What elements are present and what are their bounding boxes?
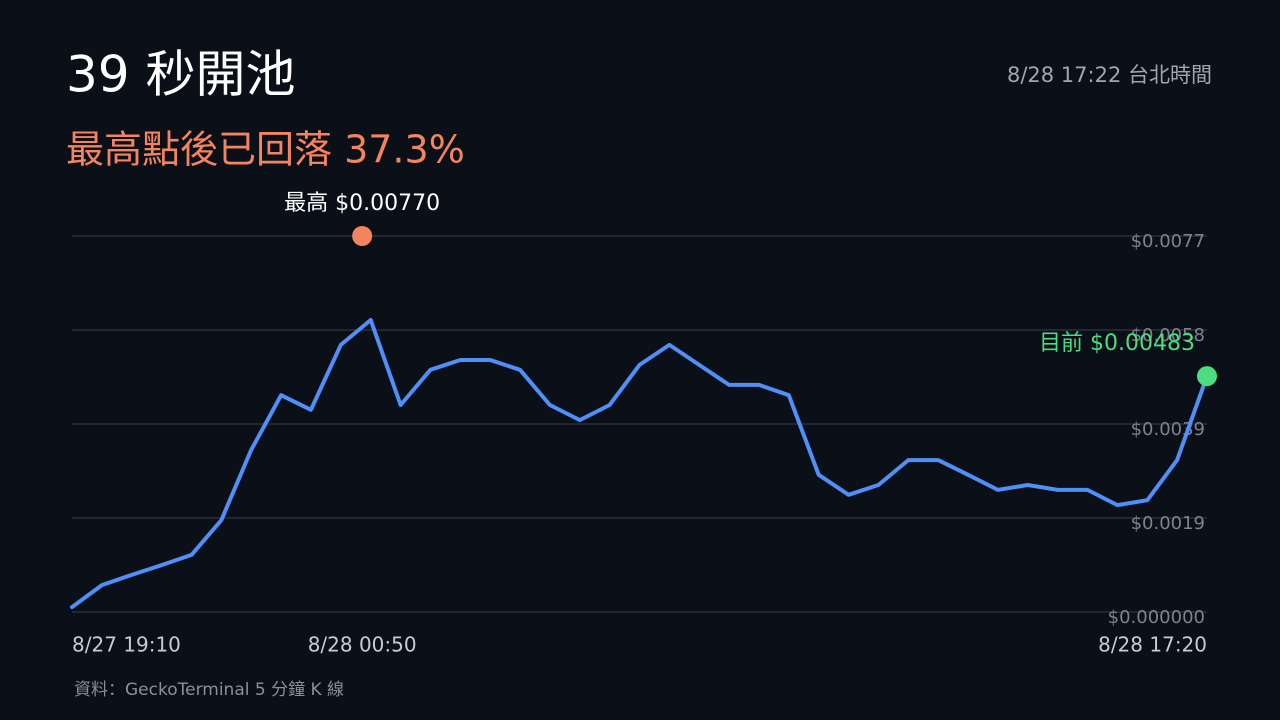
annotation-point bbox=[1197, 366, 1217, 387]
source-note: 資料：GeckoTerminal 5 分鐘 K 線 bbox=[74, 680, 344, 700]
y-tick-label: $0.0019 bbox=[1131, 513, 1205, 534]
timestamp: 8/28 17:22 台北時間 bbox=[1007, 63, 1212, 87]
annotation-label: 目前 $0.00483 bbox=[1039, 331, 1195, 356]
y-tick-label: $0.0039 bbox=[1131, 419, 1205, 440]
x-tick-label: 8/28 17:20 bbox=[1098, 633, 1207, 657]
y-tick-label: $0.0058 bbox=[1131, 325, 1205, 346]
y-tick-label: $0.0077 bbox=[1131, 231, 1205, 252]
x-tick-label: 8/28 00:50 bbox=[308, 633, 417, 657]
annotation-point bbox=[352, 226, 373, 246]
price-line bbox=[70, 318, 1209, 610]
x-tick-label: 8/27 19:10 bbox=[72, 633, 181, 657]
annotation-label: 最高 $0.00770 bbox=[284, 191, 440, 216]
chart-subtitle: 最高點後已回落 37.3% bbox=[66, 128, 465, 172]
chart-title: 39 秒開池 bbox=[66, 46, 296, 104]
y-tick-label: $0.000000 bbox=[1108, 607, 1205, 628]
